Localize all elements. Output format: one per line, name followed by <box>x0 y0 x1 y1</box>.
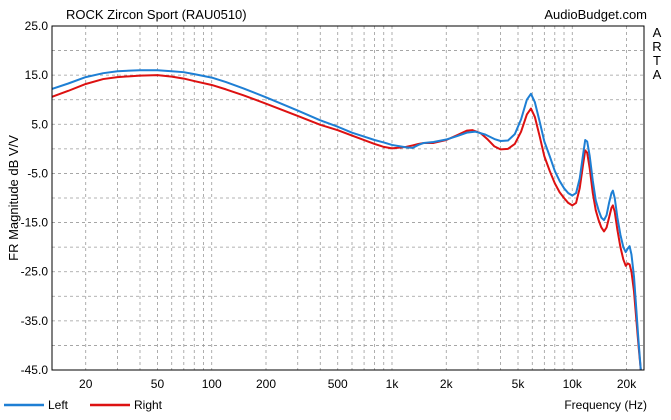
x-axis-label: Frequency (Hz) <box>564 398 647 412</box>
y-tick-label: -25.0 <box>21 265 49 279</box>
side-label-letter: A <box>653 67 662 82</box>
x-tick-label: 500 <box>328 377 348 391</box>
x-tick-label: 20k <box>617 377 637 391</box>
x-tick-label: 10k <box>563 377 583 391</box>
chart-title: ROCK Zircon Sport (RAU0510) <box>66 7 247 22</box>
y-tick-label: -5.0 <box>27 166 48 180</box>
y-tick-label: 25.0 <box>25 19 49 33</box>
y-tick-label: -35.0 <box>21 314 49 328</box>
legend-label-left: Left <box>48 398 69 412</box>
legend: Left Right <box>4 398 163 412</box>
x-tick-label: 20 <box>79 377 93 391</box>
side-label-letter: T <box>653 53 661 68</box>
x-tick-label: 1k <box>386 377 400 391</box>
side-label-letter: R <box>652 39 661 54</box>
x-tick-label: 2k <box>440 377 454 391</box>
x-tick-label: 50 <box>151 377 165 391</box>
y-tick-label: 5.0 <box>31 117 48 131</box>
series-layer <box>52 69 642 371</box>
y-tick-label: 15.0 <box>25 68 49 82</box>
series-line-left <box>52 69 642 371</box>
side-label-letter: A <box>653 25 662 40</box>
x-tick-label: 200 <box>256 377 276 391</box>
y-axis-tick-labels: 25.0 15.0 5.0 -5.0 -15.0 -25.0 -35.0 -45.0 <box>21 19 49 377</box>
plot-frame <box>51 25 645 371</box>
x-tick-label: 5k <box>512 377 526 391</box>
series-line-right <box>52 74 642 371</box>
y-axis-label: FR Magnitude dB V/V <box>6 135 21 261</box>
x-tick-label: 100 <box>202 377 222 391</box>
y-tick-label: -45.0 <box>21 363 49 377</box>
x-axis-tick-labels: 20 50 100 200 500 1k 2k 5k 10k 20k <box>79 377 637 391</box>
legend-label-right: Right <box>134 398 163 412</box>
y-tick-label: -15.0 <box>21 216 49 230</box>
watermark-label: AudioBudget.com <box>544 7 647 22</box>
